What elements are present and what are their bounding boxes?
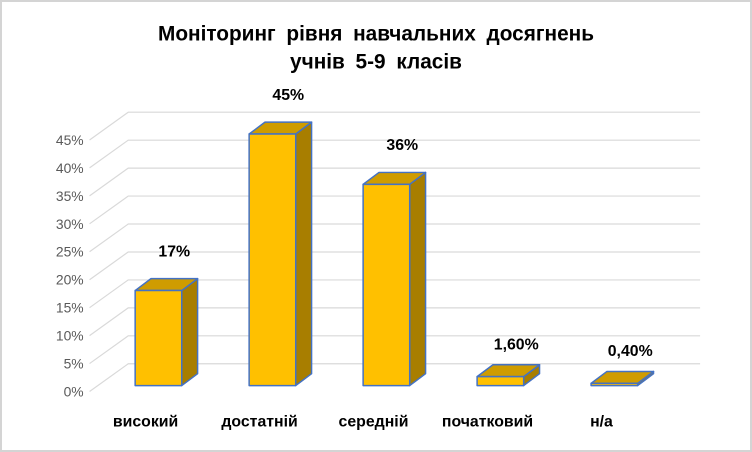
- y-axis-tick-label: 35%: [56, 188, 84, 204]
- gridline: [89, 363, 701, 393]
- gridline: [89, 111, 701, 141]
- category-label: середній: [339, 414, 409, 431]
- category-label: н/а: [590, 414, 613, 431]
- category-label: початковий: [442, 414, 533, 431]
- bar-data-label: 0,40%: [608, 343, 653, 360]
- gridline: [89, 195, 701, 225]
- chart-title-line-1: Моніторинг рівня навчальних досягнень: [158, 23, 594, 46]
- gridline: [89, 251, 701, 281]
- bar-column-1: [134, 277, 199, 387]
- y-axis-tick-label: 10%: [56, 328, 84, 344]
- y-axis-tick-label: 45%: [56, 132, 84, 148]
- bar-column-4: [476, 363, 541, 387]
- bar-column-5: [590, 370, 655, 387]
- bar-data-label: 17%: [158, 243, 190, 260]
- gridline: [89, 139, 701, 169]
- category-label: достатній: [221, 414, 297, 431]
- bars-layer: [134, 121, 655, 387]
- category-label: високий: [113, 414, 178, 431]
- bar-column-3: [362, 171, 427, 387]
- bar-data-label: 45%: [272, 87, 304, 104]
- y-axis-tick-label: 30%: [56, 216, 84, 232]
- gridline: [89, 335, 701, 365]
- bar-front-face: [134, 289, 183, 387]
- bar-side-face: [294, 121, 313, 387]
- gridlines-layer: [89, 111, 701, 393]
- gridline: [89, 279, 701, 309]
- bar-side-face: [408, 171, 427, 387]
- y-axis-tick-label: 40%: [56, 160, 84, 176]
- y-axis-tick-label: 0%: [64, 383, 84, 399]
- y-axis-tick-label: 25%: [56, 244, 84, 260]
- bar-front-face: [248, 133, 297, 387]
- bar-data-label: 36%: [386, 137, 418, 154]
- bar-front-face: [590, 382, 639, 387]
- bar-front-face: [476, 375, 525, 387]
- gridline: [89, 167, 701, 197]
- y-axis-tick-label: 15%: [56, 300, 84, 316]
- bar-column-2: [248, 121, 313, 387]
- gridline: [89, 223, 701, 253]
- y-axis-tick-label: 20%: [56, 272, 84, 288]
- bar-side-face: [180, 277, 199, 387]
- bar-data-label: 1,60%: [494, 336, 539, 353]
- labels-layer: 0% 5% 10% 15% 20% 25% 30% 35% 40% 45% 17% високий 45…: [56, 87, 653, 431]
- bar-front-face: [362, 183, 411, 387]
- y-axis-tick-label: 5%: [64, 356, 84, 372]
- gridline: [89, 307, 701, 337]
- chart-title-line-2: учнів 5-9 класів: [290, 50, 462, 73]
